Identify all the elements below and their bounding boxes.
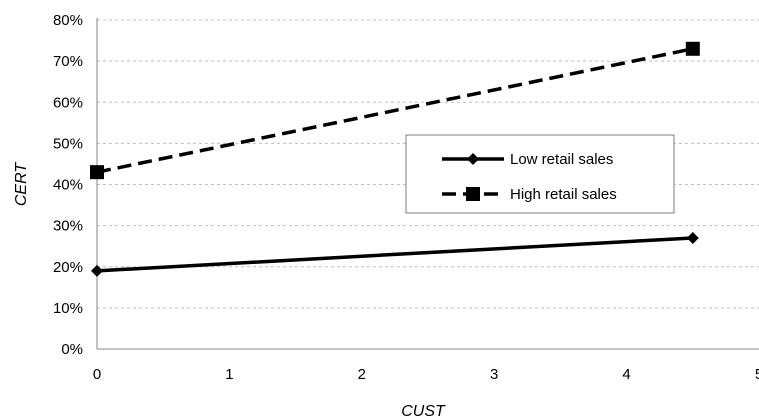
series-1 [91,232,699,277]
legend-label: Low retail sales [510,151,613,168]
x-axis-title: CUST [401,403,446,418]
legend: Low retail sales High retail sales [406,135,674,213]
legend-swatch-marker [466,187,480,201]
y-tick-label: 50% [53,135,83,152]
x-tick-labels: 0 1 2 3 4 5 [93,366,759,383]
legend-label: High retail sales [510,186,617,203]
x-tick-label: 0 [93,366,101,383]
data-point-marker [687,232,699,244]
legend-entry: High retail sales [442,186,617,203]
y-tick-label: 70% [53,53,83,70]
y-tick-label: 80% [53,12,83,29]
y-tick-label: 30% [53,218,83,235]
x-tick-label: 4 [622,366,630,383]
x-tick-label: 1 [225,366,233,383]
data-point-marker [90,165,104,179]
y-axis-title: CERT [13,162,30,206]
y-tick-label: 40% [53,177,83,194]
data-point-marker [91,265,103,277]
y-tick-label: 20% [53,259,83,276]
x-tick-label: 3 [490,366,498,383]
x-tick-label: 2 [358,366,366,383]
y-tick-labels: 0% 10% 20% 30% 40% 50% 60% 70% 80% [53,12,83,358]
y-tick-label: 60% [53,94,83,111]
y-tick-label: 10% [53,300,83,317]
x-tick-label: 5 [755,366,759,383]
series-line [97,238,693,271]
y-tick-label: 0% [61,341,83,358]
data-point-marker [686,42,700,56]
